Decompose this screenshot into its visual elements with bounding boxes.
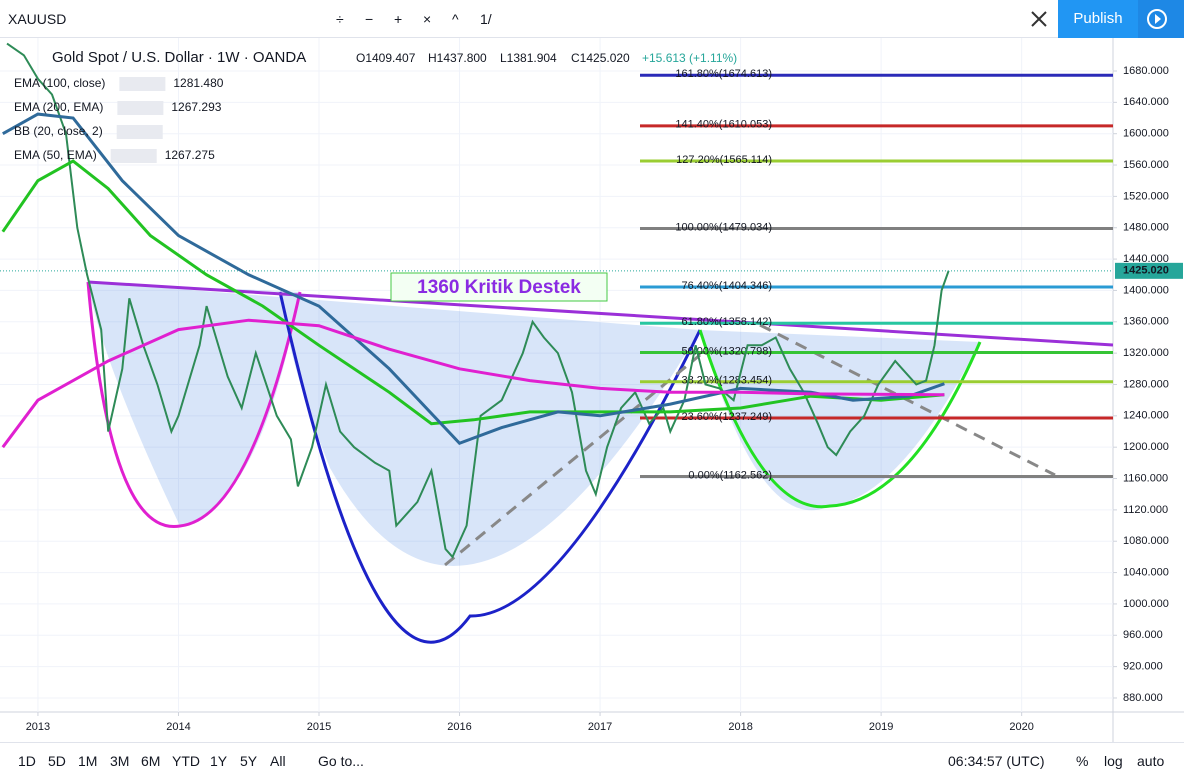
ohlc: H1437.800	[428, 51, 487, 65]
tool[interactable]: 1/	[480, 11, 492, 27]
indicator-value: 1281.480	[173, 76, 223, 90]
range-button[interactable]: 5D	[48, 753, 66, 769]
indicator-buttons[interactable]	[119, 77, 166, 91]
fib-label: 38.20%(1283.454)	[681, 375, 772, 387]
y-tick-label: 1560.000	[1123, 159, 1169, 171]
y-tick-label: 880.000	[1123, 692, 1163, 704]
y-tick-label: 1680.000	[1123, 65, 1169, 77]
y-tick-label: 1120.000	[1123, 504, 1168, 516]
x-tick-label: 2017	[588, 721, 612, 733]
ohlc: C1425.020	[571, 51, 630, 65]
y-tick-label: 1400.000	[1123, 284, 1169, 296]
range-button[interactable]: 1M	[78, 753, 98, 769]
chart: 161.80%(1674.613) 141.40%(1610.053) 127.20…	[0, 38, 1184, 742]
indicator-name: EMA (50, EMA)	[14, 148, 97, 162]
y-tick-label: 1160.000	[1123, 472, 1168, 484]
x-tick-label: 2018	[728, 721, 752, 733]
clock: 06:34:57 (UTC)	[948, 753, 1045, 769]
range-button[interactable]: 6M	[141, 753, 161, 769]
handle-cup	[698, 329, 982, 509]
y-tick-label: 920.000	[1123, 661, 1163, 673]
symbol[interactable]: XAUUSD	[8, 11, 67, 27]
y-tick-label: 1200.000	[1123, 441, 1169, 453]
range-button[interactable]: All	[270, 753, 286, 769]
play-button[interactable]	[1138, 0, 1184, 38]
ohlc: L1381.904	[500, 51, 557, 65]
range-button[interactable]: 1Y	[210, 753, 228, 769]
x-tick-label: 2013	[26, 721, 50, 733]
tool[interactable]: +	[394, 11, 403, 27]
fib-label: 127.20%(1565.114)	[676, 154, 772, 166]
indicator-name: EMA (100, close)	[14, 76, 105, 90]
last-price-label: 1425.020	[1123, 265, 1169, 277]
publish-button[interactable]: Publish	[1058, 0, 1138, 38]
y-tick-label: 1480.000	[1123, 222, 1169, 234]
range-button[interactable]: 5Y	[240, 753, 258, 769]
play-icon	[1147, 9, 1167, 29]
indicator-buttons[interactable]	[116, 125, 163, 139]
close-icon[interactable]	[1024, 4, 1054, 34]
indicator-name: BB (20, close, 2)	[14, 124, 103, 138]
neckline	[87, 280, 1113, 347]
bottom-toolbar: 1D 5D 1M 3M 6M YTD 1Y 5Y All Go to... 06…	[0, 742, 1184, 782]
last-price-tag	[1115, 262, 1183, 279]
option-button[interactable]: log	[1104, 753, 1123, 769]
fib-label: 76.40%(1404.346)	[681, 280, 772, 292]
trend-line	[444, 353, 701, 567]
indicator-buttons[interactable]	[117, 101, 164, 115]
range-button[interactable]: 1D	[18, 753, 36, 769]
main-cup	[278, 291, 702, 644]
fib-label: 23.60%(1237.249)	[681, 411, 772, 423]
y-tick-label: 1520.000	[1123, 190, 1169, 202]
tool[interactable]: ÷	[336, 11, 344, 27]
y-tick-label: 1280.000	[1123, 378, 1169, 390]
goto-button[interactable]: Go to...	[318, 753, 364, 769]
indicator-value: 1267.275	[165, 148, 215, 162]
ohlc: O1409.407	[356, 51, 416, 65]
y-tick-label: 1040.000	[1123, 566, 1169, 578]
chart-title: Gold Spot / U.S. Dollar · 1W · OANDA	[52, 49, 306, 66]
y-tick-label: 1600.000	[1123, 128, 1169, 140]
tool[interactable]: −	[365, 11, 374, 27]
fib-label: 100.00%(1479.034)	[675, 221, 772, 233]
x-tick-label: 2019	[869, 721, 893, 733]
fib-label: 0.00%(1162.562)	[688, 469, 772, 481]
x-tick-label: 2016	[447, 721, 471, 733]
x-tick-label: 2020	[1009, 721, 1033, 733]
indicator-buttons[interactable]	[110, 149, 157, 163]
y-tick-label: 1440.000	[1123, 253, 1169, 265]
option-button[interactable]: auto	[1137, 753, 1165, 769]
fib-label: 50.00%(1320.798)	[681, 345, 772, 357]
indicator-name: EMA (200, EMA)	[14, 100, 103, 114]
range-button[interactable]: YTD	[172, 753, 200, 769]
trend-line	[759, 323, 1056, 477]
y-tick-label: 1640.000	[1123, 96, 1169, 108]
price-line	[6, 42, 950, 559]
tool[interactable]: ×	[423, 11, 432, 27]
change: +15.613 (+1.11%)	[642, 51, 737, 65]
ema-line	[1, 159, 945, 426]
x-tick-label: 2014	[166, 721, 190, 733]
fib-label: 61.80%(1358.142)	[681, 316, 772, 328]
y-tick-label: 1080.000	[1123, 535, 1169, 547]
fib-label: 161.80%(1674.613)	[675, 68, 772, 80]
range-button[interactable]: 3M	[110, 753, 130, 769]
top-toolbar: XAUUSD ÷ − + × ^ 1/ Publish	[0, 0, 1184, 38]
y-tick-label: 1240.000	[1123, 410, 1169, 422]
annotation: 1360 Kritik Destek	[417, 277, 581, 298]
fib-label: 141.40%(1610.053)	[675, 119, 772, 131]
y-tick-label: 960.000	[1123, 629, 1163, 641]
y-tick-label: 1320.000	[1123, 347, 1169, 359]
x-tick-label: 2015	[307, 721, 331, 733]
tool[interactable]: ^	[452, 11, 459, 27]
ema-line	[1, 318, 945, 449]
indicator-value: 1267.293	[171, 100, 221, 114]
y-tick-label: 1000.000	[1123, 598, 1169, 610]
option-button[interactable]: %	[1076, 753, 1089, 769]
y-tick-label: 1360.000	[1123, 316, 1169, 328]
annotation-box	[390, 272, 608, 302]
